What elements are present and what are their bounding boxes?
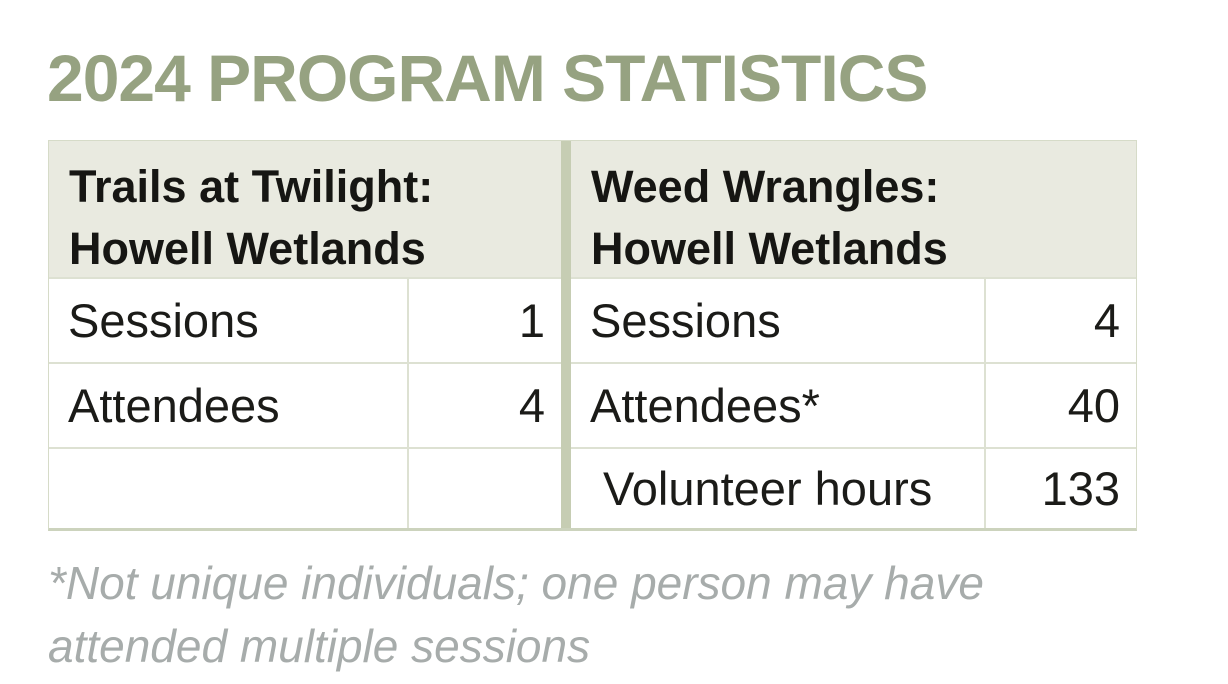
weed-table-title-line2: Howell Wetlands: [591, 223, 948, 274]
table-row: Sessions 4: [571, 277, 1136, 362]
weed-volunteer-hours-label: Volunteer hours: [603, 462, 933, 515]
page-title: 2024 PROGRAM STATISTICS: [47, 41, 928, 115]
table-weed-wrangles: Weed Wrangles: Howell Wetlands Sessions …: [571, 141, 1136, 528]
trails-empty-label: [49, 449, 407, 528]
trails-sessions-value: 1: [407, 279, 561, 362]
trails-table-header: Trails at Twilight: Howell Wetlands: [49, 141, 561, 277]
weed-attendees-label: Attendees*: [590, 379, 820, 432]
weed-table-title-line1: Weed Wrangles:: [591, 161, 940, 212]
weed-attendees-value: 40: [984, 364, 1136, 447]
table-row: Attendees* 40: [571, 362, 1136, 447]
table-row: Volunteer hours 133: [571, 447, 1136, 528]
weed-volunteer-hours-value: 133: [984, 449, 1136, 528]
trails-empty-value: [407, 449, 561, 528]
table-row-empty: [49, 447, 561, 528]
weed-sessions-value: 4: [984, 279, 1136, 362]
footnote: *Not unique individuals; one person may …: [48, 557, 984, 672]
trails-table-title-line2: Howell Wetlands: [69, 223, 426, 274]
program-statistics-tables: Trails at Twilight: Howell Wetlands Sess…: [48, 140, 1137, 531]
table-divider-strip: [561, 141, 571, 528]
table-row: Sessions 1: [49, 277, 561, 362]
trails-attendees-label: Attendees: [68, 379, 280, 432]
weed-sessions-label: Sessions: [590, 294, 781, 347]
weed-table-header: Weed Wrangles: Howell Wetlands: [571, 141, 1136, 277]
trails-table-title-line1: Trails at Twilight:: [69, 161, 434, 212]
trails-sessions-label: Sessions: [68, 294, 259, 347]
trails-attendees-value: 4: [407, 364, 561, 447]
table-row: Attendees 4: [49, 362, 561, 447]
table-trails-at-twilight: Trails at Twilight: Howell Wetlands Sess…: [49, 141, 561, 528]
